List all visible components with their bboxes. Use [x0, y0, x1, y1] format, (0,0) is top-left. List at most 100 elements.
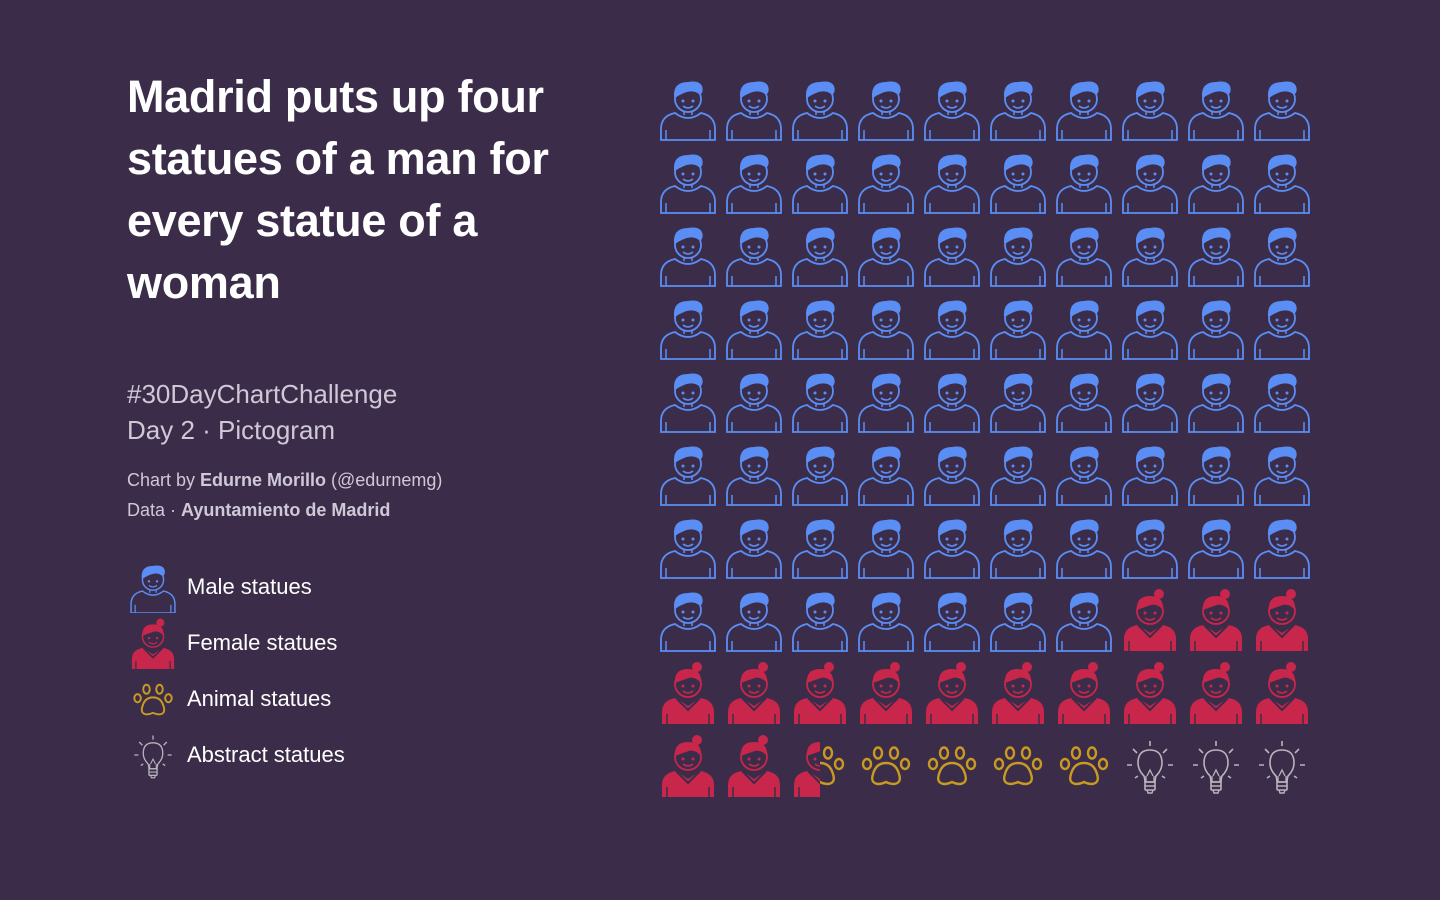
pictogram-female-icon — [860, 662, 912, 724]
pictogram-male-icon — [1188, 373, 1244, 433]
pictogram-male-icon — [990, 373, 1046, 433]
pictogram-male-icon — [1188, 446, 1244, 506]
pictogram-male-icon — [858, 519, 914, 579]
pictogram-male-icon — [1056, 300, 1112, 360]
pictogram-female-icon — [1124, 662, 1176, 724]
chart-credit: Chart by Edurne Morillo (@edurnemg) — [127, 465, 597, 495]
pictogram-male-icon — [1056, 81, 1112, 141]
pictogram-male-icon — [726, 154, 782, 214]
pictogram-male-icon — [1188, 300, 1244, 360]
pictogram-male-icon — [1188, 519, 1244, 579]
paw-icon — [133, 683, 173, 716]
pictogram-female-icon — [794, 742, 820, 797]
pictogram-male-icon — [1254, 300, 1310, 360]
pictogram-male-icon — [726, 446, 782, 506]
pictogram-male-icon — [1122, 519, 1178, 579]
credits: Chart by Edurne Morillo (@edurnemg) Data… — [127, 465, 597, 525]
pictogram-female-icon — [662, 735, 714, 797]
pictogram-male-icon — [1056, 154, 1112, 214]
pictogram-female-icon — [1256, 589, 1308, 651]
pictogram-female-icon — [1190, 589, 1242, 651]
chart-author-handle: (@edurnemg) — [326, 470, 443, 490]
pictogram-male-icon — [858, 300, 914, 360]
pictogram-male-icon — [990, 446, 1046, 506]
pictogram-male-icon — [858, 592, 914, 652]
pictogram-chart — [660, 81, 1310, 797]
pictogram-male-icon — [660, 154, 716, 214]
pictogram-female-icon — [662, 662, 714, 724]
challenge-day: Day 2 · Pictogram — [127, 415, 336, 445]
pictogram-paw-icon — [861, 746, 911, 786]
legend-item: Male statues — [127, 561, 597, 613]
pictogram-male-icon — [924, 227, 980, 287]
pictogram-male-icon — [924, 519, 980, 579]
legend-label: Abstract statues — [187, 742, 345, 767]
pictogram-male-icon — [924, 446, 980, 506]
pictogram-male-icon — [1122, 154, 1178, 214]
pictogram-paw-icon — [993, 746, 1043, 786]
pictogram-female-icon — [992, 662, 1044, 724]
pictogram-male-icon — [792, 154, 848, 214]
pictogram-female-icon — [926, 662, 978, 724]
pictogram-male-icon — [726, 81, 782, 141]
pictogram-male-icon — [990, 592, 1046, 652]
pictogram-male-icon — [1122, 446, 1178, 506]
lightbulb-icon — [134, 735, 172, 779]
pictogram-paw-icon — [1059, 746, 1109, 786]
legend-label: Female statues — [187, 630, 338, 655]
left-panel: Madrid puts up four statues of a man for… — [127, 66, 597, 785]
pictogram-male-icon — [858, 446, 914, 506]
legend-item: Animal statues — [127, 673, 597, 725]
legend-item: Female statues — [127, 617, 597, 669]
legend-item: Abstract statues — [127, 729, 597, 781]
pictogram-male-icon — [726, 519, 782, 579]
pictogram-male-icon — [1056, 446, 1112, 506]
pictogram-male-icon — [792, 519, 848, 579]
pictogram-paw-icon — [820, 746, 845, 786]
pictogram-female-icon — [1124, 589, 1176, 651]
pictogram-male-icon — [1122, 81, 1178, 141]
pictogram-lightbulb-icon — [1127, 741, 1173, 794]
pictogram-male-icon — [660, 227, 716, 287]
pictogram-male-icon — [726, 373, 782, 433]
legend-label: Male statues — [187, 574, 312, 599]
pictogram-male-icon — [1122, 300, 1178, 360]
pictogram-female-icon — [794, 662, 846, 724]
pictogram-male-icon — [990, 519, 1046, 579]
pictogram-male-icon — [1254, 519, 1310, 579]
pictogram-male-icon — [990, 227, 1046, 287]
chart-author: Edurne Morillo — [200, 470, 327, 490]
male-icon — [130, 565, 176, 613]
pictogram-male-icon — [1056, 373, 1112, 433]
pictogram-male-icon — [1254, 446, 1310, 506]
pictogram-lightbulb-icon — [1193, 741, 1239, 794]
pictogram-male-icon — [924, 592, 980, 652]
pictogram-paw-icon — [927, 746, 977, 786]
pictogram-male-icon — [924, 373, 980, 433]
pictogram-male-icon — [792, 300, 848, 360]
data-source: Ayuntamiento de Madrid — [181, 500, 391, 520]
pictogram-male-icon — [1254, 227, 1310, 287]
pictogram-male-icon — [660, 373, 716, 433]
pictogram-male-icon — [792, 373, 848, 433]
challenge-hashtag: #30DayChartChallenge — [127, 379, 398, 409]
pictogram-male-icon — [990, 81, 1046, 141]
pictogram-female-icon — [1058, 662, 1110, 724]
pictogram-male-icon — [660, 592, 716, 652]
pictogram-male-icon — [858, 227, 914, 287]
pictogram-male-icon — [1056, 592, 1112, 652]
pictogram-male-icon — [1122, 227, 1178, 287]
pictogram-female-icon — [728, 735, 780, 797]
data-credit: Data · Ayuntamiento de Madrid — [127, 495, 597, 525]
pictogram-male-icon — [726, 227, 782, 287]
pictogram-male-icon — [924, 81, 980, 141]
pictogram-male-icon — [858, 81, 914, 141]
legend-label: Animal statues — [187, 686, 332, 711]
pictogram-male-icon — [1254, 81, 1310, 141]
pictogram-male-icon — [1188, 81, 1244, 141]
pictogram-male-icon — [1188, 227, 1244, 287]
pictogram-male-icon — [1122, 373, 1178, 433]
pictogram-male-icon — [1188, 154, 1244, 214]
pictogram-male-icon — [660, 81, 716, 141]
pictogram-male-icon — [924, 300, 980, 360]
